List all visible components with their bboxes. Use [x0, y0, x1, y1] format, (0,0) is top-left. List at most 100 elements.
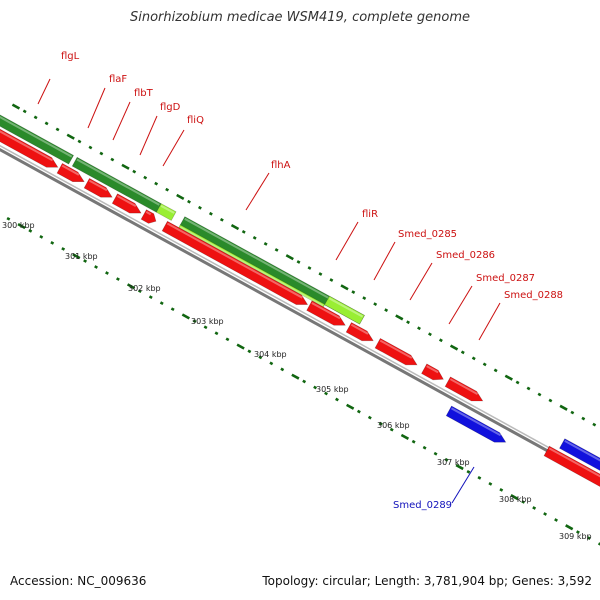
tick-labels: 300 kbp 301 kbp 302 kbp 303 kbp 304 kbp 305 k… — [2, 221, 592, 541]
inner-dotted-track — [28, 229, 33, 233]
inner-dotted-track — [422, 445, 427, 450]
outer-dotted-track — [99, 151, 104, 156]
inner-dotted-track — [225, 337, 230, 342]
cog-band — [0, 114, 75, 165]
tick-label: 302 kbp — [128, 284, 161, 293]
cds-forward-shine — [145, 211, 152, 216]
outer-dotted-track — [307, 266, 312, 270]
outer-dotted-track — [493, 368, 498, 373]
inner-dotted-track — [324, 391, 328, 396]
inner-dotted-track — [291, 373, 300, 380]
features — [0, 114, 600, 487]
gene-label-fliR: fliR — [362, 209, 378, 220]
inner-dotted-track — [400, 433, 410, 440]
outer-dotted-track — [329, 278, 334, 282]
accession-text: Accession: NC_009636 — [10, 574, 147, 588]
gene-leader-line — [373, 241, 396, 281]
gene-leader-line — [112, 101, 131, 141]
cog-band-shine — [184, 217, 364, 318]
inner-dotted-track — [236, 343, 245, 350]
backbone — [0, 144, 600, 482]
outer-dotted-track — [143, 175, 148, 180]
cds-forward — [83, 177, 113, 198]
cog-band-highlight — [178, 224, 326, 308]
outer-dotted-track — [285, 254, 294, 261]
outer-dotted-track — [154, 181, 159, 186]
outer-dotted-track — [110, 157, 115, 162]
inner-dotted-track — [335, 397, 339, 402]
inner-dotted-track — [72, 253, 81, 260]
gene-leader-line — [37, 78, 51, 105]
cog-band-shine — [0, 116, 73, 158]
gene-leader-line — [335, 221, 359, 261]
cds-reverse — [445, 405, 507, 443]
inner-dotted-track — [302, 379, 307, 384]
gene-label-Smed_0287: Smed_0287 — [476, 273, 535, 284]
inner-dotted-track — [367, 415, 372, 420]
outer-dotted-track — [515, 380, 520, 385]
outer-dotted-track — [373, 302, 378, 307]
inner-dotted-track — [378, 421, 383, 426]
inner-dotted-track — [532, 506, 537, 510]
cog-band-light — [324, 295, 365, 325]
inner-dotted-track — [50, 241, 55, 245]
outer-dotted-track — [504, 374, 513, 381]
inner-dotted-track — [565, 524, 574, 531]
inner-dotted-track — [192, 319, 197, 324]
cds-forward-shine — [166, 222, 303, 299]
inner-dotted-track — [346, 403, 355, 410]
inner-dotted-track — [39, 235, 44, 239]
labels: flgL flaF flbT flgD fliQ flhA fliR Smed_0285 Sme… — [37, 51, 563, 511]
inner-dotted-track — [521, 500, 526, 504]
cds-forward — [161, 220, 309, 305]
inner-dotted-track — [214, 331, 219, 336]
outer-dotted-track — [66, 133, 75, 140]
gene-label-Smed_0289: Smed_0289 — [393, 500, 452, 511]
cds-forward — [421, 363, 444, 381]
outer-dotted-track — [55, 127, 60, 132]
cds-forward — [374, 337, 418, 366]
gene-leader-line — [139, 115, 158, 156]
outer-dotted-track — [581, 416, 586, 421]
outer-dotted-track — [44, 121, 49, 126]
inner-dotted-track — [433, 451, 438, 456]
gene-label-Smed_0288: Smed_0288 — [504, 290, 563, 301]
inner-dotted-track — [411, 439, 416, 444]
cog-band-light-shine — [160, 204, 175, 214]
gene-label-flhA: flhA — [271, 160, 291, 171]
cds-forward-shine — [311, 302, 341, 320]
inner-dotted-track — [159, 301, 164, 306]
cog-band-highlight-shine — [179, 226, 324, 307]
outer-dotted-track — [296, 260, 301, 264]
map-title: Sinorhizobium medicae WSM419, complete g… — [129, 10, 471, 25]
cds-forward — [306, 300, 346, 326]
outer-dotted-track — [208, 211, 213, 216]
inner-dotted-track — [389, 427, 394, 432]
outer-dotted-track — [22, 109, 27, 114]
cds-forward-shine — [548, 447, 600, 478]
inner-dotted-track — [17, 222, 26, 230]
cds-forward — [56, 162, 85, 182]
gene-label-Smed_0286: Smed_0286 — [436, 250, 495, 261]
gene-label-flaF: flaF — [109, 74, 127, 85]
outer-dotted-track — [274, 248, 279, 252]
outer-dotted-track — [219, 217, 224, 222]
outer-dotted-track — [165, 187, 170, 192]
gene-leader-line — [245, 172, 270, 211]
inner-dotted-track — [510, 494, 519, 501]
inner-dotted-track — [83, 259, 88, 263]
dotted-tracks — [6, 103, 600, 546]
outer-dotted-track — [241, 229, 246, 234]
outer-dotted-track — [362, 296, 367, 300]
cds-forward-shine — [449, 378, 478, 395]
cds-forward-shine — [426, 365, 439, 374]
tick-label: 303 kbp — [191, 317, 224, 326]
outer-dotted-track — [384, 308, 389, 313]
inner-dotted-track — [466, 469, 471, 474]
gene-leader-line — [451, 466, 475, 504]
inner-dotted-track — [170, 307, 175, 312]
inner-dotted-track — [247, 349, 252, 354]
inner-dotted-track — [477, 475, 482, 480]
inner-dotted-track — [554, 518, 558, 522]
